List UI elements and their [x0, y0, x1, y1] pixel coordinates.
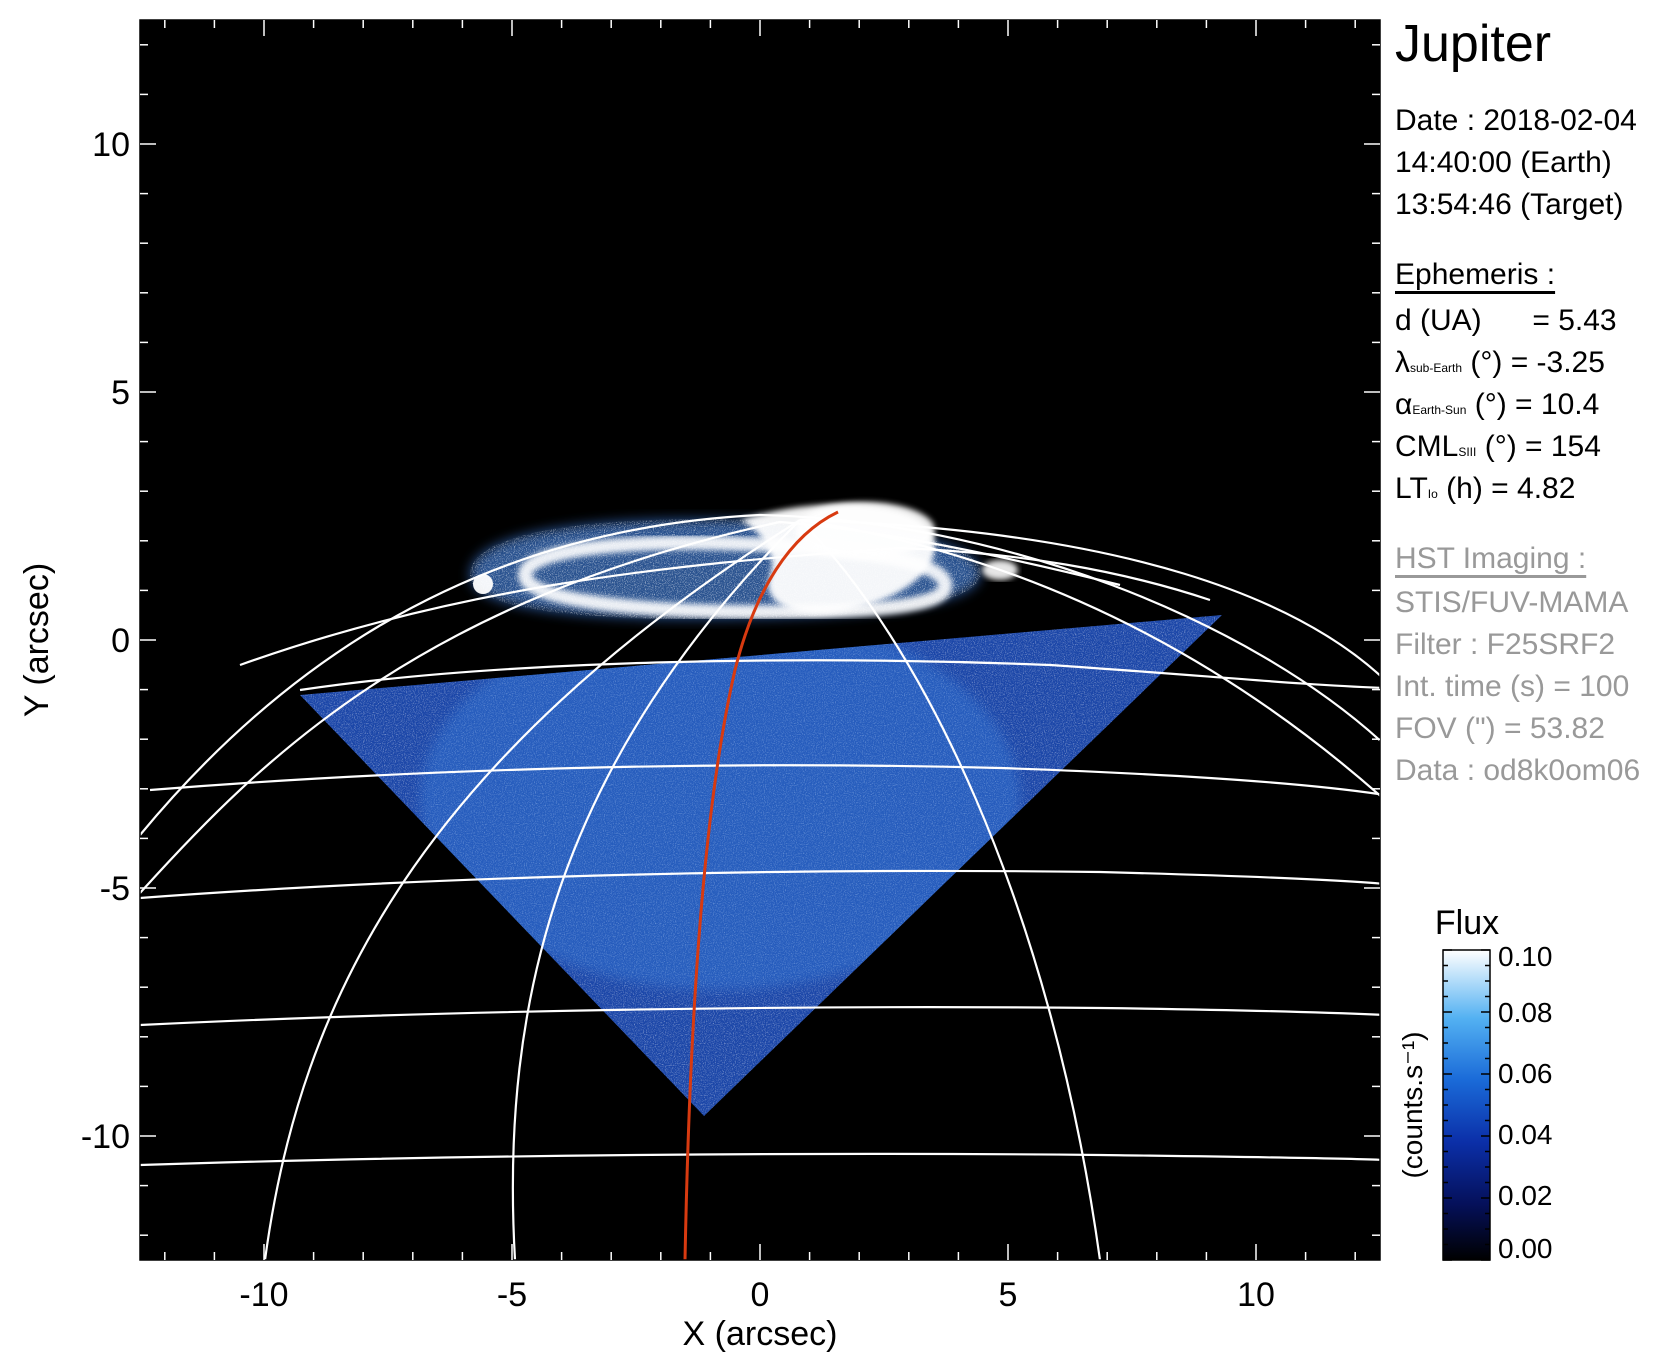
lat-value: (°) = -3.25 [1470, 346, 1605, 379]
phase-symbol: α [1395, 388, 1413, 421]
observed-field [300, 615, 1222, 1116]
x-axis-title: X (arcsec) [683, 1315, 838, 1353]
lat-symbol: λ [1395, 346, 1410, 379]
colorbar-tick-label: 0.04 [1498, 1119, 1553, 1150]
hst-imaging-heading: HST Imaging : [1395, 542, 1587, 575]
colorbar-tick-label: 0.02 [1498, 1180, 1553, 1211]
phase-subscript: Earth-Sun [1412, 403, 1467, 417]
io-local-time-row: LTIo (h) = 4.82 [1395, 472, 1575, 506]
x-tick-label: -5 [497, 1276, 527, 1314]
lt-value: (h) = 4.82 [1446, 472, 1576, 505]
colorbar-tick-label: 0.08 [1498, 997, 1553, 1028]
y-axis-title: Y (arcsec) [18, 563, 56, 717]
y-tick-label: -10 [81, 1118, 130, 1156]
sub-earth-latitude-row: λsub-Earth (°) = -3.25 [1395, 346, 1605, 380]
lt-subscript: Io [1427, 487, 1438, 501]
filter: Filter : F25SRF2 [1395, 628, 1616, 661]
x-tick-label: 0 [751, 1276, 770, 1314]
phase-value: (°) = 10.4 [1474, 388, 1600, 421]
y-tick-label: 10 [92, 126, 130, 164]
colorbar-unit-label: (counts.s⁻¹) [1397, 1031, 1428, 1178]
planet-grid [140, 513, 1380, 1260]
phase-angle-row: αEarth-Sun (°) = 10.4 [1395, 388, 1599, 422]
cml-subscript: SIII [1458, 445, 1477, 459]
target-time: 13:54:46 (Target) [1395, 188, 1624, 221]
data-id: Data : od8k0om06 [1395, 754, 1641, 787]
y-tick-label: -5 [100, 870, 130, 908]
lat-subscript: sub-Earth [1410, 361, 1463, 375]
colorbar-title: Flux [1435, 904, 1499, 942]
x-tick-label: 5 [999, 1276, 1018, 1314]
observation-date: Date : 2018-02-04 [1395, 104, 1637, 137]
colorbar-tick-label: 0.10 [1498, 941, 1553, 972]
y-tick-label: 5 [111, 374, 130, 412]
distance-row: d (UA) = 5.43 [1395, 304, 1617, 338]
x-tick-label: -10 [239, 1276, 288, 1314]
cml-value: (°) = 154 [1484, 430, 1601, 463]
integration-time: Int. time (s) = 100 [1395, 670, 1630, 703]
x-tick-label: 10 [1237, 1276, 1275, 1314]
colorbar: Flux 0.10 0.08 0.06 0.04 0.02 0.00 (coun… [1397, 904, 1553, 1264]
instrument: STIS/FUV-MAMA [1395, 586, 1629, 619]
y-tick-labels: 10 5 0 -5 -10 [81, 126, 130, 1156]
ephemeris-heading: Ephemeris : [1395, 258, 1556, 291]
target-name: Jupiter [1395, 15, 1552, 73]
cml-row: CMLSIII (°) = 154 [1395, 430, 1601, 464]
field-of-view: FOV (") = 53.82 [1395, 712, 1605, 745]
footprint-trace [683, 510, 839, 1260]
colorbar-tick-label: 0.06 [1498, 1058, 1553, 1089]
x-tick-labels: -10 -5 0 5 10 [239, 1276, 1274, 1314]
distance-label: d (UA) [1395, 304, 1482, 337]
colorbar-tick-label: 0.00 [1498, 1233, 1553, 1264]
colorbar-ticks [1443, 949, 1490, 1261]
cml-symbol: CML [1395, 430, 1459, 463]
lt-symbol: LT [1395, 472, 1428, 505]
axis-ticks [140, 20, 1380, 1260]
colorbar-gradient [1442, 949, 1491, 1261]
distance-value: = 5.43 [1532, 304, 1617, 337]
y-tick-label: 0 [111, 622, 130, 660]
earth-time: 14:40:00 (Earth) [1395, 146, 1612, 179]
